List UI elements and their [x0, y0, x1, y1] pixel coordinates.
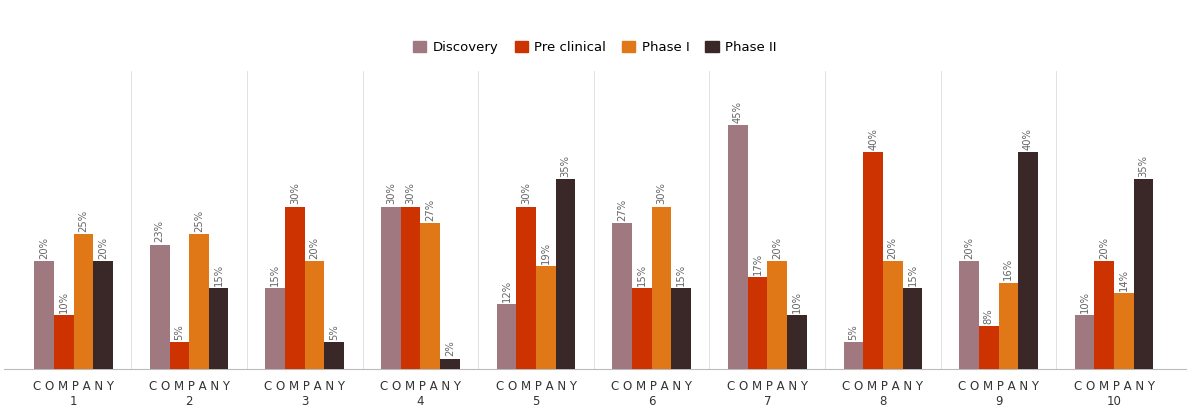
Text: 15%: 15%: [214, 264, 224, 286]
Bar: [286, 206, 305, 370]
Text: 20%: 20%: [98, 236, 108, 259]
Text: 15%: 15%: [637, 264, 647, 286]
Bar: [613, 223, 632, 370]
Bar: [420, 223, 440, 370]
Bar: [652, 206, 671, 370]
Text: 15%: 15%: [908, 264, 917, 286]
Bar: [1019, 152, 1038, 370]
Text: 27%: 27%: [618, 199, 627, 221]
Bar: [401, 206, 420, 370]
Text: 8%: 8%: [984, 308, 994, 324]
Bar: [93, 261, 113, 370]
Bar: [381, 206, 401, 370]
Text: 30%: 30%: [386, 183, 396, 204]
Bar: [208, 288, 228, 370]
Bar: [265, 288, 286, 370]
Text: 10%: 10%: [791, 291, 802, 313]
Text: 16%: 16%: [1003, 258, 1014, 281]
Text: 20%: 20%: [1100, 236, 1109, 259]
Bar: [150, 245, 169, 370]
Text: 27%: 27%: [425, 199, 436, 221]
Bar: [979, 326, 998, 370]
Bar: [556, 179, 575, 370]
Text: 10%: 10%: [58, 291, 69, 313]
Bar: [959, 261, 979, 370]
Text: 14%: 14%: [1119, 269, 1129, 291]
Text: 5%: 5%: [848, 324, 858, 340]
Text: 2%: 2%: [445, 341, 455, 356]
Bar: [189, 234, 208, 370]
Bar: [787, 315, 807, 370]
Text: 20%: 20%: [772, 236, 782, 259]
Bar: [863, 152, 883, 370]
Bar: [496, 304, 516, 370]
Bar: [671, 288, 691, 370]
Bar: [305, 261, 325, 370]
Text: 20%: 20%: [888, 236, 897, 259]
Text: 19%: 19%: [541, 242, 551, 264]
Text: 40%: 40%: [868, 128, 878, 150]
Text: 15%: 15%: [676, 264, 687, 286]
Bar: [883, 261, 902, 370]
Text: 25%: 25%: [79, 209, 88, 232]
Bar: [536, 266, 556, 370]
Bar: [325, 342, 344, 370]
Bar: [1075, 315, 1095, 370]
Text: 12%: 12%: [501, 280, 512, 302]
Bar: [768, 261, 787, 370]
Text: 30%: 30%: [657, 183, 666, 204]
Text: 35%: 35%: [560, 155, 570, 177]
Text: 30%: 30%: [406, 183, 415, 204]
Bar: [54, 315, 74, 370]
Text: 5%: 5%: [175, 324, 184, 340]
Bar: [1134, 179, 1153, 370]
Bar: [1095, 261, 1114, 370]
Text: 5%: 5%: [330, 324, 339, 340]
Text: 40%: 40%: [1023, 128, 1033, 150]
Text: 45%: 45%: [733, 101, 743, 123]
Bar: [516, 206, 536, 370]
Legend: Discovery, Pre clinical, Phase I, Phase II: Discovery, Pre clinical, Phase I, Phase …: [408, 35, 782, 59]
Text: 23%: 23%: [155, 220, 164, 242]
Text: 10%: 10%: [1079, 291, 1090, 313]
Bar: [632, 288, 652, 370]
Bar: [728, 125, 747, 370]
Bar: [747, 277, 768, 370]
Bar: [74, 234, 93, 370]
Bar: [902, 288, 922, 370]
Bar: [844, 342, 863, 370]
Bar: [169, 342, 189, 370]
Text: 20%: 20%: [39, 236, 49, 259]
Text: 30%: 30%: [521, 183, 531, 204]
Text: 30%: 30%: [290, 183, 300, 204]
Bar: [35, 261, 54, 370]
Bar: [440, 358, 459, 370]
Text: 17%: 17%: [752, 253, 763, 275]
Text: 20%: 20%: [309, 236, 320, 259]
Text: 25%: 25%: [194, 209, 203, 232]
Bar: [998, 283, 1019, 370]
Text: 35%: 35%: [1139, 155, 1148, 177]
Bar: [1114, 293, 1134, 370]
Text: 20%: 20%: [964, 236, 975, 259]
Text: 15%: 15%: [270, 264, 281, 286]
